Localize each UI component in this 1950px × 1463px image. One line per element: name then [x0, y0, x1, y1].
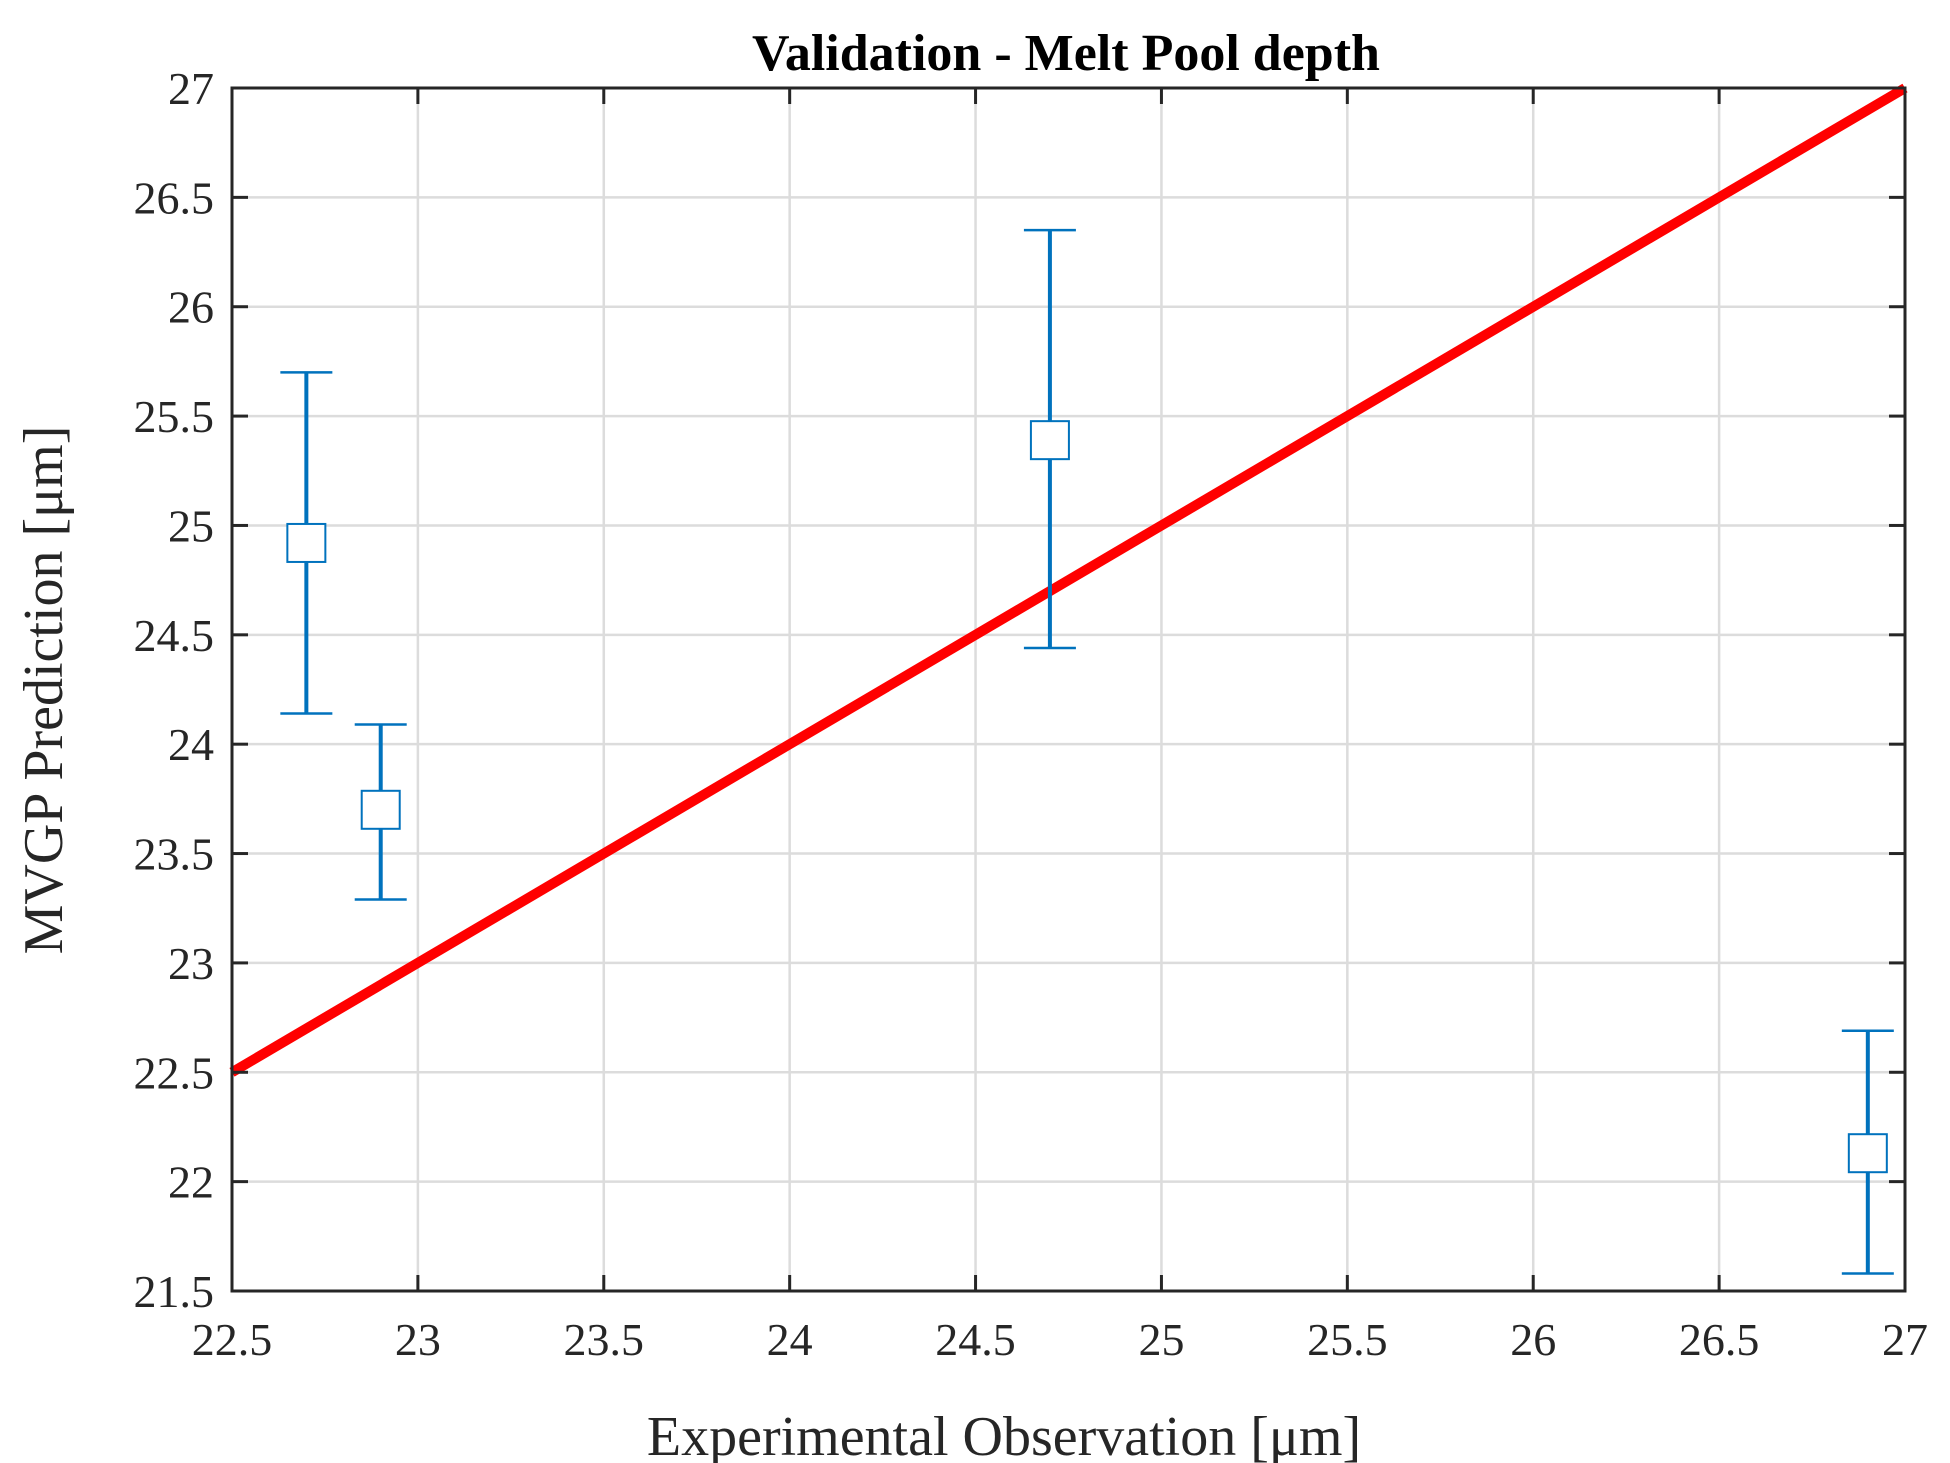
- x-tick-label: 22.5: [192, 1314, 273, 1365]
- y-tick-label: 21.5: [134, 1266, 215, 1317]
- reference-line-group: [229, 83, 1908, 1077]
- x-tick-label: 23.5: [564, 1314, 645, 1365]
- y-tick-label: 27: [168, 63, 214, 114]
- x-tick-label: 23: [395, 1314, 441, 1365]
- y-tick-label: 26.5: [134, 172, 215, 223]
- x-axis-label: Experimental Observation [μm]: [647, 1406, 1361, 1463]
- x-tick-labels: 22.5 23 23.5 24 24.5 25 25.5 26 26.5 27: [192, 1314, 1928, 1365]
- chart-title: Validation - Melt Pool depth: [752, 25, 1380, 82]
- y-tick-label: 22.5: [134, 1047, 215, 1098]
- x-tick-label: 25.5: [1307, 1314, 1388, 1365]
- plot-frame: [230, 86, 1907, 1293]
- y-tick-labels: 21.5 22 22.5 23 23.5 24 24.5 25 25.5 26 26.5 27: [134, 63, 215, 1317]
- series-group: [280, 228, 1894, 1275]
- x-tick-label: 26: [1510, 1314, 1556, 1365]
- grid: [230, 86, 1907, 1293]
- y-axis-label: MVGP Prediction [μm]: [13, 426, 75, 955]
- reference-line: [229, 83, 1908, 1077]
- tick-marks: [230, 86, 1907, 1293]
- x-tick-label: 24.5: [935, 1314, 1016, 1365]
- square-marker: [1847, 1133, 1888, 1174]
- square-marker: [1029, 420, 1070, 461]
- data-point: [1023, 228, 1076, 650]
- square-marker: [286, 522, 327, 563]
- y-tick-label: 22: [168, 1157, 214, 1208]
- y-tick-label: 25: [168, 500, 214, 551]
- y-tick-label: 25.5: [134, 391, 215, 442]
- y-tick-label: 26: [168, 282, 214, 333]
- square-marker: [360, 789, 401, 830]
- y-tick-label: 23: [168, 938, 214, 989]
- y-tick-label: 23.5: [134, 829, 215, 880]
- data-point: [354, 723, 407, 901]
- y-tick-label: 24: [168, 719, 214, 770]
- x-tick-label: 24: [767, 1314, 813, 1365]
- data-point: [1841, 1029, 1894, 1275]
- x-tick-label: 26.5: [1679, 1314, 1760, 1365]
- x-tick-label: 27: [1882, 1314, 1928, 1365]
- x-tick-label: 25: [1138, 1314, 1184, 1365]
- data-point: [280, 371, 333, 715]
- y-tick-label: 24.5: [134, 610, 215, 661]
